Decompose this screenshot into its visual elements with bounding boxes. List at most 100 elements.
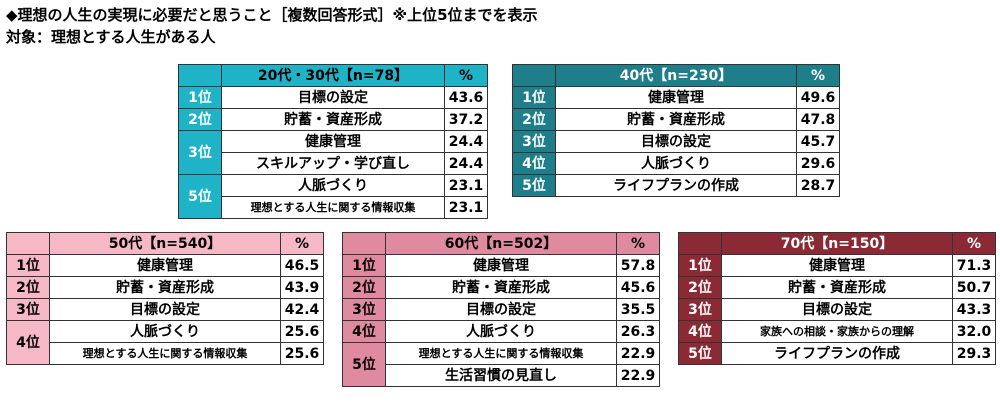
table-row: 2位 貯蓄・資産形成 45.6 (342, 276, 660, 299)
rank-cell: 2位 (6, 276, 50, 299)
item-cell: 健康管理 (385, 254, 617, 277)
item-cell: 目標の設定 (385, 298, 617, 321)
value-cell: 50.7 (952, 276, 996, 299)
table-row: 2位 貯蓄・資産形成 50.7 (678, 276, 996, 299)
table-row: 3位 健康管理 24.4 (178, 130, 488, 175)
table-row: 3位 目標の設定 45.7 (512, 130, 840, 153)
item-cell: 人脈づくり (49, 320, 281, 343)
rank-cell: 5位 (178, 174, 222, 219)
percent-header: % (952, 232, 996, 255)
rank-cell: 3位 (6, 298, 50, 321)
table-40s: 40代【n=230】 % 1位 健康管理 49.6 2位 貯蓄・資産形成 47.… (512, 64, 840, 197)
table-50s: 50代【n=540】 % 1位 健康管理 46.5 2位 貯蓄・資産形成 43.… (6, 232, 324, 365)
rank-header-cell (6, 232, 50, 255)
table-header-row: 20代・30代【n=78】 % (178, 64, 488, 87)
percent-header: % (280, 232, 324, 255)
value-cell: 43.6 (444, 86, 488, 109)
value-cell: 42.4 (280, 298, 324, 321)
item-cell: 理想とする人生に関する情報収集 (385, 342, 617, 365)
rank-cell: 3位 (178, 130, 222, 175)
value-cell: 24.4 (444, 152, 488, 175)
rank-cell: 4位 (512, 152, 556, 175)
value-cell: 46.5 (280, 254, 324, 277)
table-row: 1位 健康管理 57.8 (342, 254, 660, 277)
table-header: 50代【n=540】 (49, 232, 281, 255)
rank-header-cell (178, 64, 222, 87)
value-cell: 22.9 (616, 342, 660, 365)
item-cell: 人脈づくり (555, 152, 797, 175)
table-row: 5位 人脈づくり 23.1 (178, 174, 488, 219)
table-row: 4位 人脈づくり 29.6 (512, 152, 840, 175)
table-row: 2位 貯蓄・資産形成 47.8 (512, 108, 840, 131)
table-header: 70代【n=150】 (721, 232, 953, 255)
table-row: 2位 貯蓄・資産形成 43.9 (6, 276, 324, 299)
rank-header-cell (512, 64, 556, 87)
value-cell: 25.6 (280, 342, 324, 365)
item-cell: スキルアップ・学び直し (221, 152, 445, 175)
rank-header-cell (342, 232, 386, 255)
table-row: 1位 健康管理 71.3 (678, 254, 996, 277)
table-row: 5位 理想とする人生に関する情報収集 22.9 (342, 342, 660, 387)
item-cell: 健康管理 (555, 86, 797, 109)
item-cell: 貯蓄・資産形成 (385, 276, 617, 299)
rank-cell: 1位 (512, 86, 556, 109)
item-cell: 健康管理 (49, 254, 281, 277)
rank-cell: 5位 (342, 342, 386, 387)
rank-cell: 1位 (6, 254, 50, 277)
table-row: 4位 人脈づくり 25.6 (6, 320, 324, 365)
table-header-row: 50代【n=540】 % (6, 232, 324, 255)
item-cell: 目標の設定 (555, 130, 797, 153)
item-cell: 人脈づくり (221, 174, 445, 197)
item-cell: 貯蓄・資産形成 (721, 276, 953, 299)
table-row: 2位 貯蓄・資産形成 37.2 (178, 108, 488, 131)
value-cell: 24.4 (444, 130, 488, 153)
value-cell: 29.6 (796, 152, 840, 175)
rank-cell: 3位 (678, 298, 722, 321)
item-cell: 貯蓄・資産形成 (555, 108, 797, 131)
table-header: 20代・30代【n=78】 (221, 64, 445, 87)
table-row: 理想とする人生に関する情報収集 23.1 (179, 196, 488, 219)
rank-cell: 4位 (342, 320, 386, 343)
value-cell: 37.2 (444, 108, 488, 131)
percent-header: % (796, 64, 840, 87)
item-cell: ライフプランの作成 (721, 342, 953, 365)
table-header-row: 70代【n=150】 % (678, 232, 996, 255)
table-row: 5位 ライフプランの作成 28.7 (512, 174, 840, 197)
table-row: 1位 健康管理 46.5 (6, 254, 324, 277)
rank-cell: 5位 (512, 174, 556, 197)
item-cell: 健康管理 (721, 254, 953, 277)
item-cell: 生活習慣の見直し (385, 364, 617, 387)
value-cell: 32.0 (952, 320, 996, 343)
table-header-row: 60代【n=502】 % (342, 232, 660, 255)
item-cell: 理想とする人生に関する情報収集 (221, 196, 445, 219)
item-cell: 理想とする人生に関する情報収集 (49, 342, 281, 365)
rank-header-cell (678, 232, 722, 255)
page-title: ◆理想の人生の実現に必要だと思うこと［複数回答形式］※上位5位までを表示 (6, 6, 538, 24)
rank-cell: 4位 (6, 320, 50, 365)
rank-cell: 4位 (678, 320, 722, 343)
rank-cell: 2位 (178, 108, 222, 131)
table-row: 生活習慣の見直し 22.9 (343, 364, 660, 387)
item-cell: 貯蓄・資産形成 (221, 108, 445, 131)
table-row: スキルアップ・学び直し 24.4 (179, 152, 488, 175)
item-cell: 目標の設定 (721, 298, 953, 321)
value-cell: 25.6 (280, 320, 324, 343)
item-cell: 家族への相談・家族からの理解 (721, 320, 953, 343)
rank-cell: 3位 (342, 298, 386, 321)
rank-cell: 3位 (512, 130, 556, 153)
item-cell: 目標の設定 (221, 86, 445, 109)
table-60s: 60代【n=502】 % 1位 健康管理 57.8 2位 貯蓄・資産形成 45.… (342, 232, 660, 387)
table-row: 4位 家族への相談・家族からの理解 32.0 (678, 320, 996, 343)
item-cell: 健康管理 (221, 130, 445, 153)
rank-cell: 2位 (678, 276, 722, 299)
table-row: 理想とする人生に関する情報収集 25.6 (7, 342, 324, 365)
table-row: 5位 ライフプランの作成 29.3 (678, 342, 996, 365)
table-header: 60代【n=502】 (385, 232, 617, 255)
value-cell: 23.1 (444, 196, 488, 219)
value-cell: 23.1 (444, 174, 488, 197)
table-row: 1位 健康管理 49.6 (512, 86, 840, 109)
table-20s-30s: 20代・30代【n=78】 % 1位 目標の設定 43.6 2位 貯蓄・資産形成… (178, 64, 488, 219)
rank-cell: 2位 (512, 108, 556, 131)
table-header-row: 40代【n=230】 % (512, 64, 840, 87)
item-cell: ライフプランの作成 (555, 174, 797, 197)
